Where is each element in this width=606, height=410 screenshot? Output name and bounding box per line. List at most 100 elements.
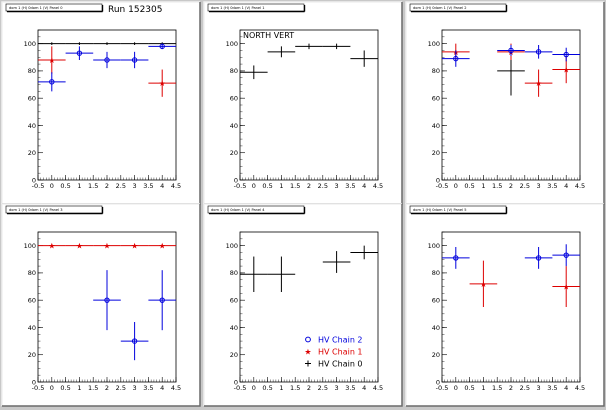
y-tick-label: 0 [32,176,36,184]
series-hv-chain-0 [38,42,176,45]
data-point: ★ [93,242,121,251]
data-point [267,46,296,58]
x-tick-label: 2.5 [116,384,126,392]
data-point [38,42,66,45]
series-hv-chain-2 [442,45,580,67]
x-tick-label: 2.5 [318,384,328,392]
star-marker: ★ [563,66,570,75]
y-tick-label: 60 [432,94,440,102]
star-marker-icon: ★ [304,348,311,357]
panel-title: dom 1 (H) 0dom 1 (V) Panel 1 [211,6,265,10]
x-tick-label: 3 [537,384,541,392]
panel-title: dom 1 (H) 0dom 1 (V) Panel 0 [9,6,63,10]
star-marker: ★ [103,242,110,251]
y-tick-label: 100 [428,242,440,250]
x-tick-label: -0.5 [234,182,247,190]
series-hv-chain-2 [38,43,176,92]
star-marker: ★ [76,242,83,251]
x-tick-label: 0.5 [464,182,474,190]
x-tick-label: 4 [160,384,164,392]
data-point [120,42,149,45]
y-tick-label: 20 [230,351,238,359]
x-tick-label: -0.5 [436,384,449,392]
star-marker: ★ [563,283,570,292]
data-point [442,50,470,67]
x-tick-label: 4 [362,384,366,392]
data-point: ★ [148,69,176,97]
circle-marker [131,338,138,344]
data-point [350,50,378,67]
legend-label: HV Chain 0 [318,360,363,369]
y-tick-label: 100 [24,40,36,48]
data-point [148,270,176,331]
data-point [552,47,580,62]
y-tick-label: 80 [432,269,440,277]
x-tick-label: 2 [509,182,513,190]
panel-title: dom 1 (H) 0dom 1 (V) Panel 3 [9,208,63,212]
panel-background [2,204,200,406]
series-hv-chain-2 [442,244,580,269]
x-tick-label: 4.5 [373,182,383,190]
data-point [442,247,470,269]
y-tick-label: 40 [28,324,36,332]
circle-marker [49,79,55,85]
panel-1: dom 1 (H) 0dom 1 (V) Panel 1-0.5 0 0.5 1 1.5… [203,1,403,205]
x-tick-label: 3.5 [345,384,355,392]
x-tick-label: 1 [77,182,81,190]
x-tick-label: 0.5 [464,384,474,392]
panel-2: dom 1 (H) 0dom 1 (V) Panel 2-0.5 0 0.5 1 1.5… [405,1,605,205]
data-point [524,45,553,59]
y-tick-label: 0 [234,378,238,386]
panel-title: dom 1 (H) 0dom 1 (V) Panel 5 [413,208,467,212]
data-point [524,247,553,269]
y-tick-label: 20 [432,149,440,157]
data-point [322,251,351,273]
x-tick-label: 1.5 [492,182,502,190]
series-hv-chain-2 [93,270,176,361]
data-point [295,43,323,50]
panel-bevel-light [203,1,402,204]
y-tick-label: 0 [436,378,440,386]
panel-bevel-dark [204,204,403,407]
x-tick-label: 4.5 [575,384,585,392]
data-point [148,43,176,50]
series-hv-chain-1: ★★ [38,46,176,97]
x-tick-label: 2.5 [318,182,328,190]
circle-marker [535,255,542,261]
legend-item: ★ HV Chain 1 [304,348,362,357]
y-tick-label: 40 [28,122,36,130]
x-tick-label: 3.5 [547,182,557,190]
circle-marker [535,49,542,55]
data-point [93,51,121,69]
y-tick-label: 20 [230,149,238,157]
series-hv-chain-0 [240,245,378,292]
x-tick-label: 3.5 [547,384,557,392]
x-tick-label: 3.5 [143,384,153,392]
x-tick-label: 1.5 [88,384,98,392]
x-tick-label: 0.5 [262,384,272,392]
y-tick-label: 0 [436,176,440,184]
y-tick-label: 60 [230,296,238,304]
data-point [120,51,149,69]
x-tick-label: 2.5 [520,384,530,392]
data-point: ★ [524,69,553,97]
x-tick-label: 2.5 [116,182,126,190]
circle-marker [453,255,459,261]
y-tick-label: 80 [28,269,36,277]
y-tick-label: 20 [28,149,36,157]
x-tick-label: 2 [307,182,311,190]
star-marker: ★ [535,79,542,88]
x-tick-label: 1.5 [290,182,300,190]
x-tick-label: 3 [133,384,137,392]
data-point: ★ [552,266,580,307]
x-tick-label: 0 [50,384,54,392]
x-tick-label: 4 [564,384,568,392]
panel-background [2,2,200,204]
data-point [350,245,378,260]
x-tick-label: 3 [537,182,541,190]
panel-0: dom 1 (H) 0dom 1 (V) Panel 0-0.5 0 0.5 1 1.5… [1,1,201,205]
x-tick-label: 2 [307,384,311,392]
data-point: ★ [38,242,66,251]
x-tick-label: 1 [279,384,283,392]
